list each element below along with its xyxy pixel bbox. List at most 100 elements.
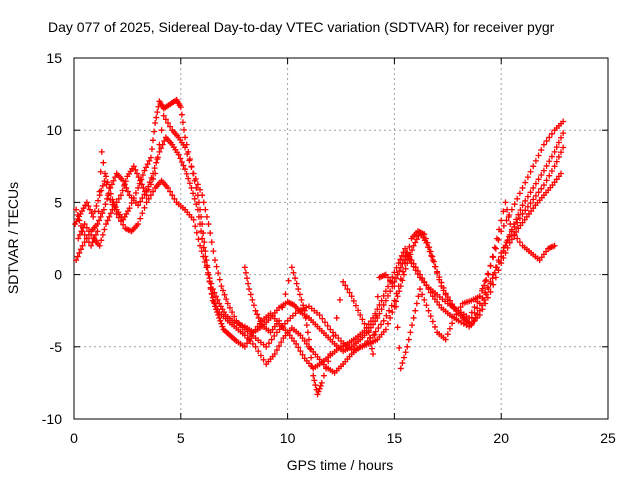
data-point-track-a	[201, 239, 208, 246]
data-point-track-e	[282, 291, 289, 298]
data-point-track-e	[348, 293, 355, 300]
data-point-track-c	[224, 300, 231, 307]
data-point-track-d	[88, 242, 95, 249]
data-point-track-d	[399, 260, 406, 267]
data-point-track-c	[200, 199, 207, 206]
data-point-track-c	[199, 192, 206, 199]
data-point-track-d	[384, 292, 391, 299]
data-point-track-a	[519, 184, 526, 191]
data-point-track-e	[323, 365, 330, 372]
data-point-track-b	[409, 247, 416, 254]
data-point-track-e	[451, 314, 458, 321]
data-point-track-e	[325, 358, 332, 365]
data-point-track-c	[121, 182, 128, 189]
data-point-track-e	[487, 262, 494, 269]
data-point-track-c	[324, 322, 331, 329]
data-point-track-d	[197, 242, 204, 249]
data-point-track-e	[292, 275, 299, 282]
data-point-track-d	[147, 192, 154, 199]
data-point-track-a	[395, 260, 402, 267]
data-point-track-a	[402, 245, 409, 252]
data-point-track-a	[179, 119, 186, 126]
data-point-track-e	[508, 228, 515, 235]
data-point-track-a	[217, 317, 224, 324]
data-point-track-c	[553, 144, 560, 151]
data-point-track-e	[417, 286, 424, 293]
data-point-track-c	[406, 243, 413, 250]
data-point-track-d	[193, 229, 200, 236]
data-point-track-b	[156, 148, 163, 155]
data-point-track-a	[540, 141, 547, 148]
data-point-track-c	[364, 338, 371, 345]
data-point-track-b	[99, 210, 106, 217]
data-point-track-a	[95, 197, 102, 204]
data-point-track-e	[245, 280, 252, 287]
data-point-track-b	[558, 149, 565, 156]
data-point-track-e	[357, 312, 364, 319]
data-point-track-d	[506, 239, 513, 246]
data-point-track-b	[108, 181, 115, 188]
data-point-track-c	[85, 228, 92, 235]
data-point-track-d	[376, 310, 383, 317]
data-point-track-d	[419, 275, 426, 282]
data-point-track-a	[522, 179, 529, 186]
data-point-track-d	[380, 301, 387, 308]
data-point-track-a	[99, 182, 106, 189]
data-point-track-b	[530, 196, 537, 203]
data-point-track-c	[142, 188, 149, 195]
data-point-track-e	[391, 283, 398, 290]
data-point-track-a	[543, 138, 550, 145]
data-point-track-d	[81, 231, 88, 238]
data-point-track-e	[373, 312, 380, 319]
data-point-track-a	[297, 348, 304, 355]
data-point-track-b	[200, 244, 207, 251]
data-point-track-b	[471, 309, 478, 316]
data-point-track-b	[100, 206, 107, 213]
data-point-track-e	[365, 329, 372, 336]
data-point-track-d	[393, 275, 400, 282]
data-point-track-c	[530, 184, 537, 191]
data-point-track-e	[246, 286, 253, 293]
data-point-track-d	[192, 223, 199, 230]
data-point-track-b	[524, 203, 531, 210]
data-point-track-d	[484, 294, 491, 301]
data-point-track-c	[359, 343, 366, 350]
data-point-track-d	[425, 286, 432, 293]
data-point-track-a	[299, 351, 306, 358]
data-point-track-a	[241, 343, 248, 350]
data-point-track-c	[527, 189, 534, 196]
data-point-track-e	[397, 365, 404, 372]
data-point-track-c	[354, 345, 361, 352]
data-point-track-b	[151, 165, 158, 172]
data-point-track-c	[156, 141, 163, 148]
data-point-track-a	[471, 304, 478, 311]
data-point-track-a	[85, 203, 92, 210]
data-point-track-e	[455, 307, 462, 314]
data-point-track-b	[185, 175, 192, 182]
data-point-track-c	[356, 344, 363, 351]
data-point-track-c	[319, 315, 326, 322]
data-point-track-e	[402, 349, 409, 356]
data-point-track-c	[231, 313, 238, 320]
data-point-track-e	[371, 331, 378, 338]
data-point-track-c	[442, 290, 449, 297]
data-point-track-c	[491, 269, 498, 276]
y-axis: -10 -5 0 5 10 15	[42, 50, 608, 427]
data-point-track-d	[137, 215, 144, 222]
data-point-track-a	[83, 199, 90, 206]
data-point-track-c	[122, 178, 129, 185]
data-point-track-d	[382, 297, 389, 304]
data-point-track-a	[181, 126, 188, 133]
data-point-track-c	[158, 127, 165, 134]
data-point-track-c	[327, 326, 334, 333]
data-point-track-c	[203, 213, 210, 220]
data-point-track-d	[492, 274, 499, 281]
data-point-track-a	[132, 190, 139, 197]
data-point-track-b	[104, 195, 111, 202]
data-point-track-d	[370, 321, 377, 328]
data-point-track-c	[134, 170, 141, 177]
data-point-track-b	[194, 206, 201, 213]
data-point-track-b	[257, 352, 264, 359]
data-point-track-e	[407, 329, 414, 336]
